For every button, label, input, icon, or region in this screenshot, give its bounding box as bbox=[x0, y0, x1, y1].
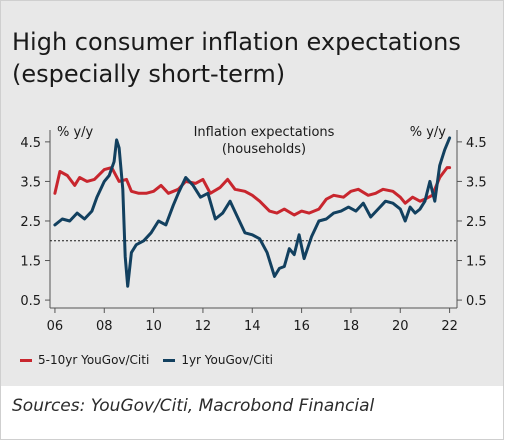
y-tick-label-left: 2.5 bbox=[20, 215, 41, 230]
legend-item-1yr: 1yr YouGov/Citi bbox=[163, 353, 273, 367]
chart-axes bbox=[49, 130, 458, 309]
x-ticks: 06 08 10 12 14 16 18 20 22 bbox=[47, 308, 458, 334]
x-tick-label: 12 bbox=[195, 319, 212, 334]
x-tick-label: 14 bbox=[244, 319, 261, 334]
y-ticks-right: 0.5 1.5 2.5 3.5 4.5 bbox=[457, 136, 487, 309]
y-label-right: % y/y bbox=[410, 125, 447, 140]
legend-label-5-10yr: 5-10yr YouGov/Citi bbox=[38, 353, 150, 367]
chart-plot: 0.5 1.5 2.5 3.5 4.5 0.5 1.5 2.5 3.5 4.5 06 08 10 12… bbox=[20, 125, 487, 334]
chart-title: High consumer inflation expectations (es… bbox=[12, 26, 492, 90]
x-tick-label: 20 bbox=[392, 319, 409, 334]
x-tick-label: 16 bbox=[293, 319, 310, 334]
series-group bbox=[53, 136, 452, 288]
y-tick-label-right: 2.5 bbox=[466, 215, 487, 230]
y-tick-label-right: 1.5 bbox=[466, 255, 487, 270]
x-tick-label: 18 bbox=[343, 319, 360, 334]
chart-inner-title-1: Inflation expectations bbox=[194, 125, 335, 140]
x-tick-label: 08 bbox=[96, 319, 113, 334]
y-tick-label-left: 1.5 bbox=[20, 255, 41, 270]
x-tick-label: 22 bbox=[441, 319, 458, 334]
series-line-1yr bbox=[53, 136, 452, 288]
legend: 5-10yr YouGov/Citi 1yr YouGov/Citi bbox=[20, 351, 287, 369]
y-ticks-left: 0.5 1.5 2.5 3.5 4.5 bbox=[20, 136, 50, 309]
y-tick-label-left: 4.5 bbox=[20, 136, 41, 151]
legend-item-5-10yr: 5-10yr YouGov/Citi bbox=[20, 353, 149, 367]
series-line-5-10yr bbox=[53, 166, 452, 217]
y-tick-label-right: 3.5 bbox=[466, 175, 487, 190]
x-tick-label: 06 bbox=[47, 319, 64, 334]
source-note: Sources: YouGov/Citi, Macrobond Financia… bbox=[12, 396, 375, 416]
chart-inner-title-2: (households) bbox=[222, 142, 306, 157]
legend-swatch-blue bbox=[163, 358, 176, 362]
x-tick-label: 10 bbox=[145, 319, 162, 334]
title-line-2: (especially short-term) bbox=[12, 60, 286, 88]
title-line-1: High consumer inflation expectations bbox=[12, 28, 461, 56]
legend-swatch-red bbox=[20, 358, 32, 362]
y-tick-label-right: 0.5 bbox=[466, 294, 487, 309]
legend-label-1yr: 1yr YouGov/Citi bbox=[181, 353, 274, 367]
y-tick-label-right: 4.5 bbox=[466, 136, 487, 151]
y-label-left: % y/y bbox=[57, 125, 94, 140]
y-tick-label-left: 0.5 bbox=[20, 294, 41, 309]
y-tick-label-left: 3.5 bbox=[20, 175, 41, 190]
